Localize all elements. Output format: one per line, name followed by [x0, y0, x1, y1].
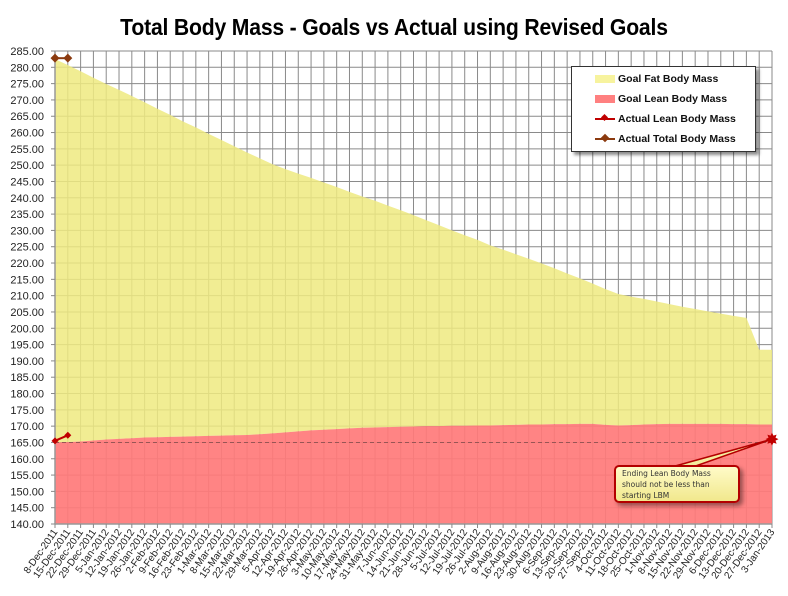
chart-title: Total Body Mass - Goals vs Actual using …: [120, 14, 668, 40]
svg-text:225.00: 225.00: [10, 242, 44, 254]
line-marker-icon: [595, 113, 615, 122]
svg-text:215.00: 215.00: [10, 274, 44, 286]
axes: 140.00 145.00 150.00 155.00 160.00 165.00 170.…: [10, 46, 777, 582]
svg-text:185.00: 185.00: [10, 372, 44, 384]
data-areas: [55, 59, 772, 524]
svg-text:195.00: 195.00: [10, 340, 44, 352]
svg-text:265.00: 265.00: [10, 111, 44, 123]
svg-text:155.00: 155.00: [10, 470, 44, 482]
data-lines: [50, 53, 73, 445]
legend: Goal Fat Body Mass Goal Lean Body Mass A…: [571, 66, 756, 152]
svg-text:150.00: 150.00: [10, 486, 44, 498]
svg-text:175.00: 175.00: [10, 405, 44, 417]
svg-text:275.00: 275.00: [10, 79, 44, 91]
svg-text:210.00: 210.00: [10, 291, 44, 303]
svg-text:140.00: 140.00: [10, 519, 44, 531]
svg-text:235.00: 235.00: [10, 209, 44, 221]
svg-text:240.00: 240.00: [10, 193, 44, 205]
line-marker-icon: [595, 133, 615, 143]
svg-text:230.00: 230.00: [10, 225, 44, 237]
legend-item-actual-lean: Actual Lean Body Mass: [572, 111, 736, 127]
swatch-icon: [595, 75, 615, 83]
svg-text:180.00: 180.00: [10, 389, 44, 401]
svg-text:285.00: 285.00: [10, 46, 44, 58]
svg-text:160.00: 160.00: [10, 454, 44, 466]
legend-item-goal-lean: Goal Lean Body Mass: [572, 91, 727, 107]
svg-text:165.00: 165.00: [10, 437, 44, 449]
svg-text:220.00: 220.00: [10, 258, 44, 270]
svg-text:250.00: 250.00: [10, 160, 44, 172]
svg-text:255.00: 255.00: [10, 144, 44, 156]
annotation-callout: Ending Lean Body Mass should not be less…: [614, 465, 740, 503]
svg-text:245.00: 245.00: [10, 176, 44, 188]
svg-text:280.00: 280.00: [10, 62, 44, 74]
svg-text:200.00: 200.00: [10, 323, 44, 335]
svg-text:270.00: 270.00: [10, 95, 44, 107]
swatch-icon: [595, 95, 615, 103]
legend-item-goal-fat: Goal Fat Body Mass: [572, 71, 718, 87]
svg-text:190.00: 190.00: [10, 356, 44, 368]
svg-text:170.00: 170.00: [10, 421, 44, 433]
legend-item-actual-total: Actual Total Body Mass: [572, 131, 736, 147]
svg-text:145.00: 145.00: [10, 503, 44, 515]
svg-text:205.00: 205.00: [10, 307, 44, 319]
svg-text:260.00: 260.00: [10, 128, 44, 140]
